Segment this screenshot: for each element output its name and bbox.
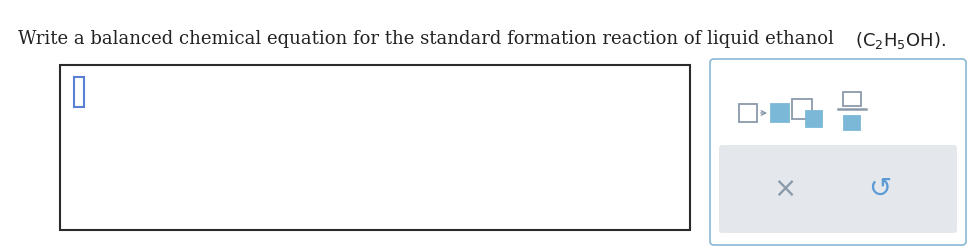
Bar [806,111,822,127]
Bar [843,92,861,106]
Text: Write a balanced chemical equation for the standard formation reaction of liquid: Write a balanced chemical equation for t… [18,30,840,48]
Text: $\left(\mathrm{C_2H_5OH}\right).$: $\left(\mathrm{C_2H_5OH}\right).$ [855,30,946,51]
FancyBboxPatch shape [710,59,966,245]
Text: ↺: ↺ [868,175,891,203]
Text: ×: × [773,175,797,203]
Bar [792,99,812,119]
Bar [739,104,757,122]
FancyBboxPatch shape [719,145,957,233]
Bar [771,104,789,122]
Bar [844,116,860,130]
Bar [74,77,84,107]
Bar [60,65,690,230]
